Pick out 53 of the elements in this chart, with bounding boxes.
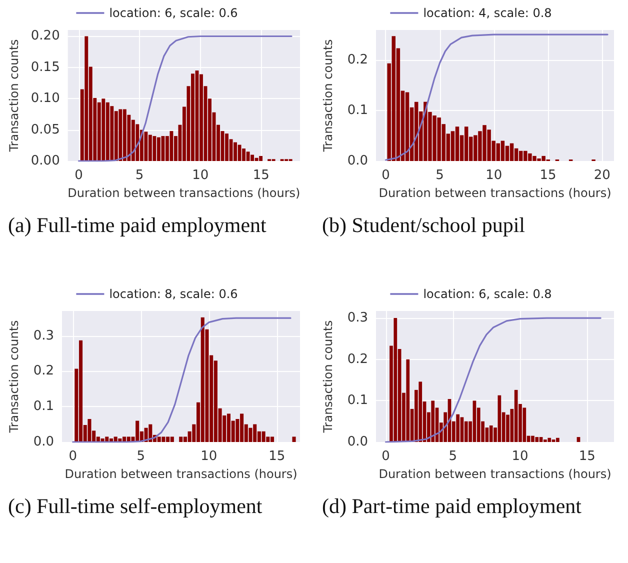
- x-tick-label: 15: [578, 449, 596, 464]
- y-axis-title: Transaction counts: [321, 320, 335, 434]
- line-series: [78, 35, 292, 162]
- x-tick-label: 15: [252, 168, 270, 183]
- x-axis-title: Duration between transactions (hours): [378, 466, 612, 481]
- text: (a) Full-time paid employment: [7, 212, 268, 238]
- legend-label: location: 4, scale: 0.8: [423, 6, 552, 20]
- x-tick-label: 5: [436, 168, 444, 183]
- legend-label: location: 6, scale: 0.6: [109, 6, 238, 20]
- x-tick-label: 5: [136, 449, 146, 464]
- y-axis-title: Transaction counts: [7, 320, 21, 434]
- x-tick-label: 10: [512, 449, 528, 464]
- y-tick-label: 0.05: [30, 122, 60, 138]
- x-axis-title: Duration between transactions (hours): [68, 186, 300, 200]
- line-series: [385, 317, 602, 443]
- x-tick-label: 0: [68, 449, 78, 464]
- x-axis-title: Duration between transactions (hours): [378, 186, 612, 200]
- y-tick-label: 0.0: [33, 434, 54, 450]
- x-tick-label: 5: [448, 449, 458, 464]
- x-tick-label: 0: [382, 449, 390, 464]
- y-tick-label: 0.2: [33, 364, 54, 379]
- text: (c) Full-time self-employment: [7, 493, 264, 519]
- legend-label: location: 6, scale: 0.8: [423, 287, 552, 301]
- x-tick-label: 0: [382, 168, 390, 183]
- text: (d) Part-time paid employment: [321, 493, 583, 519]
- line-series: [384, 34, 608, 161]
- x-tick-label: 5: [135, 168, 144, 183]
- x-tick-label: 10: [192, 168, 209, 183]
- y-tick-label: 0.2: [347, 352, 368, 367]
- x-tick-label: 0: [74, 168, 83, 183]
- x-tick-label: 15: [268, 449, 286, 464]
- legend-label: location: 8, scale: 0.6: [109, 287, 238, 301]
- y-tick-label: 0.0: [347, 154, 368, 168]
- y-tick-label: 0.00: [30, 154, 60, 168]
- text: (b) Student/school pupil: [321, 212, 526, 238]
- y-tick-label: 0.15: [30, 60, 60, 75]
- y-tick-label: 0.3: [33, 328, 54, 344]
- y-tick-label: 0.1: [347, 102, 368, 118]
- y-tick-label: 0.20: [30, 28, 60, 44]
- y-tick-label: 0.1: [347, 393, 368, 408]
- x-axis-title: Duration between transactions (hours): [64, 466, 298, 481]
- y-tick-label: 0.1: [33, 399, 54, 414]
- y-tick-label: 0.0: [347, 434, 368, 450]
- y-tick-label: 0.2: [347, 52, 368, 68]
- y-axis-title: Transaction counts: [321, 39, 335, 153]
- y-tick-label: 0.3: [347, 310, 368, 326]
- y-tick-label: 0.10: [30, 91, 60, 106]
- x-tick-label: 15: [540, 168, 556, 183]
- y-axis-title: Transaction counts: [7, 39, 21, 153]
- x-tick-label: 10: [200, 449, 218, 464]
- x-tick-label: 20: [594, 168, 610, 183]
- x-tick-label: 10: [486, 168, 502, 183]
- line-series: [72, 317, 292, 443]
